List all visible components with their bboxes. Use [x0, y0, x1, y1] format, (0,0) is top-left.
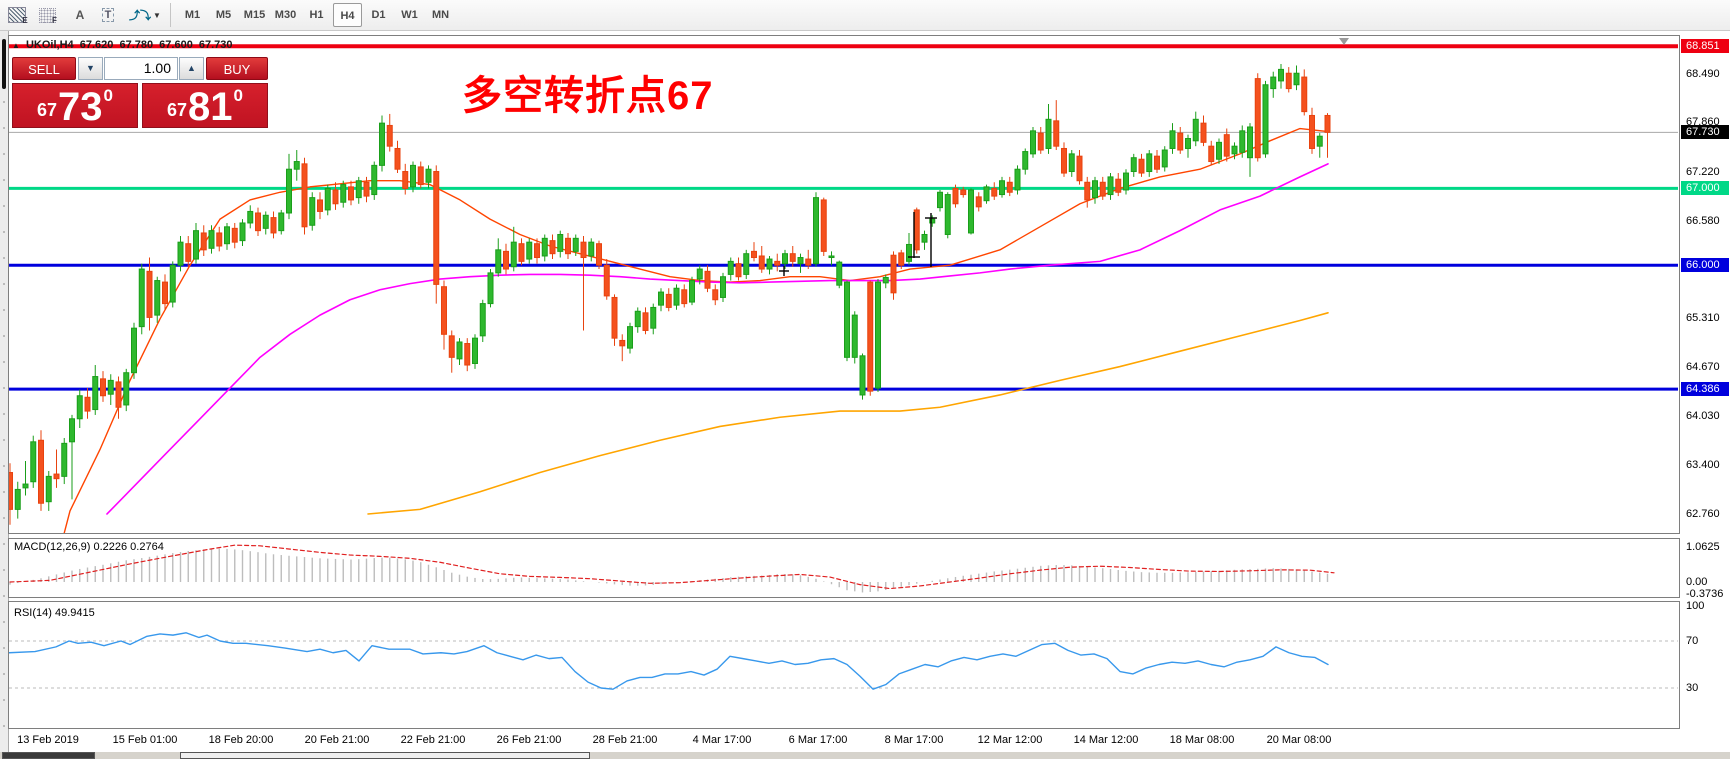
text-object-icon[interactable]: T	[96, 4, 120, 26]
toolbar: E F A T ⤴⤵ ▼ M1 M5 M15 M30 H1 H4 D1 W1 MN	[0, 0, 1730, 31]
main-chart-panel[interactable]	[8, 35, 1680, 534]
toolbar-separator	[170, 3, 171, 27]
price-tick-label: 65.310	[1686, 312, 1720, 325]
macd-tick-label: 0.00	[1686, 576, 1708, 588]
price-level-badge: 66.000	[1681, 258, 1729, 273]
data-grid-icon[interactable]: F	[36, 4, 60, 26]
time-axis-label: 20 Mar 08:00	[1266, 734, 1332, 746]
rsi-panel[interactable]	[8, 601, 1680, 729]
macd-tick-label: 1.0625	[1686, 541, 1720, 554]
time-axis-label: 12 Mar 12:00	[977, 734, 1043, 746]
timeframe-button-w1[interactable]: W1	[401, 9, 418, 21]
price-tick-label: 63.400	[1686, 458, 1720, 471]
macd-tick-label: -0.3736	[1686, 588, 1724, 601]
symbol-period-label: UKOil,H4	[25, 39, 74, 51]
time-axis-label: 18 Mar 08:00	[1169, 734, 1235, 746]
price-level-badge: 68.851	[1681, 39, 1729, 54]
time-axis-label: 28 Feb 21:00	[592, 734, 658, 746]
timeframe-button-h4[interactable]: H4	[333, 3, 362, 27]
chart-window: ▲ UKOil,H4 67.620 67.780 67.600 67.730 S…	[0, 31, 1730, 759]
time-axis-label: 13 Feb 2019	[17, 734, 79, 746]
objects-arrow-icon[interactable]: ⤴⤵ ▼	[129, 10, 161, 22]
time-axis-label: 18 Feb 20:00	[208, 734, 274, 746]
volume-decrease-button[interactable]: ▼	[78, 57, 103, 80]
expert-advisor-icon[interactable]: E	[6, 4, 30, 26]
volume-input[interactable]: 1.00	[104, 57, 178, 80]
price-tick-label: 67.220	[1686, 165, 1720, 178]
rsi-chart[interactable]	[9, 602, 1678, 728]
time-axis-label: 4 Mar 17:00	[692, 734, 752, 746]
price-tick-label: 64.670	[1686, 361, 1720, 374]
price-axis[interactable]: 68.490 67.860 67.220 66.580 65.310 64.670 64.0…	[1680, 31, 1730, 759]
bid-big-figure: 67	[37, 100, 58, 120]
symbol-header: ▲ UKOil,H4 67.620 67.780 67.600 67.730	[12, 39, 236, 51]
bid-point: 0	[103, 86, 113, 105]
time-axis-label: 22 Feb 21:00	[400, 734, 466, 746]
candlestick-chart[interactable]	[9, 36, 1678, 533]
chart-text-annotation[interactable]: 多空转折点67	[462, 74, 714, 118]
timeframe-button-m30[interactable]: M30	[274, 9, 297, 21]
time-axis-label: 8 Mar 17:00	[884, 734, 944, 746]
macd-panel[interactable]	[8, 538, 1680, 598]
price-tick-label: 64.030	[1686, 410, 1720, 423]
low-value: 67.600	[159, 39, 193, 51]
time-axis-label: 6 Mar 17:00	[788, 734, 848, 746]
high-value: 67.780	[119, 39, 154, 51]
timeframe-button-m15[interactable]: M15	[243, 9, 266, 21]
time-axis-label: 15 Feb 01:00	[112, 734, 178, 746]
rsi-label: RSI(14) 49.9415	[14, 607, 95, 619]
time-axis-label: 20 Feb 21:00	[304, 734, 370, 746]
close-value: 67.730	[198, 39, 233, 51]
sell-button[interactable]: SELL	[12, 57, 76, 80]
macd-label: MACD(12,26,9) 0.2226 0.2764	[14, 541, 164, 553]
timeframe-button-h1[interactable]: H1	[309, 9, 324, 21]
open-value: 67.620	[79, 39, 114, 51]
ask-pips: 81	[188, 85, 233, 129]
rsi-tick-label: 30	[1686, 682, 1699, 694]
timeframe-button-mn[interactable]: MN	[431, 9, 450, 21]
bid-pips: 73	[58, 85, 103, 129]
buy-button[interactable]: BUY	[206, 57, 268, 80]
price-level-badge: 64.386	[1681, 382, 1729, 397]
ask-big-figure: 67	[167, 100, 188, 120]
ask-point: 0	[233, 86, 243, 105]
chart-tab[interactable]	[2, 752, 95, 759]
timeframe-button-m5[interactable]: M5	[215, 9, 232, 21]
time-axis-label: 14 Mar 12:00	[1073, 734, 1139, 746]
rsi-tick-label: 70	[1686, 635, 1699, 647]
chart-tab-strip	[0, 752, 1730, 759]
macd-chart[interactable]	[9, 539, 1678, 597]
volume-increase-button[interactable]: ▲	[179, 57, 204, 80]
chart-tab[interactable]	[180, 752, 590, 759]
price-tick-label: 66.580	[1686, 214, 1720, 227]
price-level-badge: 67.000	[1681, 181, 1729, 196]
price-tick-label: 68.490	[1686, 68, 1720, 80]
one-click-trading-panel: SELL ▼ 1.00 ▲ BUY 67 73 0 67 81 0	[12, 57, 268, 157]
timeframe-button-m1[interactable]: M1	[184, 9, 201, 21]
time-axis-label: 26 Feb 21:00	[496, 734, 562, 746]
collapse-marker-icon[interactable]: ▲	[12, 41, 20, 50]
text-label-icon[interactable]: A	[75, 8, 85, 22]
ask-price-display[interactable]: 67 81 0	[142, 83, 268, 128]
price-tick-label: 62.760	[1686, 507, 1720, 520]
rsi-tick-label: 100	[1686, 599, 1705, 612]
price-level-badge: 67.730	[1681, 125, 1729, 140]
timeframe-button-d1[interactable]: D1	[371, 9, 386, 21]
bid-price-display[interactable]: 67 73 0	[12, 83, 138, 128]
